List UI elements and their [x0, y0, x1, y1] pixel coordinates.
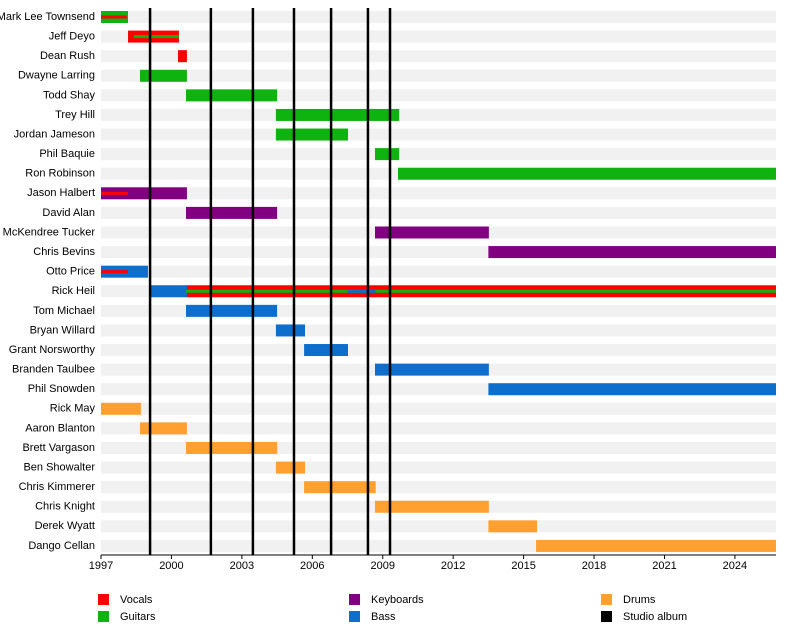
row-band — [101, 50, 776, 63]
row-band — [101, 265, 776, 278]
member-label: Dean Rush — [40, 50, 95, 62]
legend-swatch — [98, 594, 109, 605]
member-stripe — [101, 15, 127, 19]
x-tick-label: 2024 — [723, 560, 747, 572]
member-label: Otto Price — [46, 266, 95, 278]
member-label: Trey Hill — [55, 109, 95, 121]
legend-label: Keyboards — [371, 594, 424, 606]
member-label: Chris Knight — [35, 501, 95, 513]
member-label: Brett Vargason — [22, 442, 95, 454]
legend-label: Vocals — [120, 594, 153, 606]
member-label: Branden Taulbee — [12, 364, 95, 376]
row-band — [101, 422, 776, 435]
member-label: Rick May — [50, 403, 96, 415]
member-label: Dango Cellan — [28, 540, 95, 552]
member-label: Aaron Blanton — [25, 422, 95, 434]
member-label: Phil Snowden — [28, 383, 95, 395]
row-band — [101, 69, 776, 82]
member-bar — [185, 304, 278, 317]
x-tick-label: 2000 — [159, 560, 183, 572]
member-bar — [374, 148, 400, 161]
member-bar — [488, 383, 776, 396]
member-label: Tom Michael — [33, 305, 95, 317]
member-stripe — [185, 289, 776, 293]
row-band — [101, 324, 776, 337]
row-band — [101, 187, 776, 200]
row-band — [101, 148, 776, 161]
x-tick-label: 2015 — [511, 560, 535, 572]
member-bar — [151, 285, 187, 298]
legend-label: Bass — [371, 611, 396, 623]
member-stripe — [101, 270, 128, 274]
row-band — [101, 520, 776, 533]
legend-label: Studio album — [623, 611, 687, 623]
legend-label: Drums — [623, 594, 656, 606]
legend-label: Guitars — [120, 611, 156, 623]
member-bar — [139, 422, 187, 435]
row-band — [101, 11, 776, 23]
member-label: Jeff Deyo — [49, 30, 95, 42]
member-label: Ron Robinson — [25, 168, 95, 180]
member-bar — [374, 363, 489, 376]
member-stripe — [133, 35, 179, 39]
member-label: Grant Norsworthy — [9, 344, 96, 356]
member-label: Chris Kimmerer — [19, 481, 96, 493]
legend-swatch — [349, 594, 360, 605]
legend-swatch — [349, 611, 360, 622]
member-label: Jason Halbert — [27, 187, 95, 199]
member-bar — [536, 539, 776, 552]
x-tick-label: 1997 — [89, 560, 113, 572]
x-tick-label: 2012 — [441, 560, 465, 572]
member-label: Mark Lee Townsend — [0, 11, 95, 23]
member-bar — [101, 187, 187, 200]
member-label: Rick Heil — [52, 285, 95, 297]
member-label: Ben Showalter — [23, 461, 95, 473]
member-bar — [488, 520, 537, 533]
member-label: Dwayne Larring — [18, 70, 95, 82]
x-tick-label: 2009 — [370, 560, 394, 572]
member-bar — [304, 344, 348, 357]
x-tick-label: 2018 — [582, 560, 606, 572]
member-bar — [275, 461, 306, 474]
member-label: Chris Bevins — [33, 246, 95, 258]
member-label: Bryan Willard — [30, 324, 95, 336]
member-label: Todd Shay — [43, 89, 95, 101]
legend-swatch — [601, 594, 612, 605]
member-bar — [139, 69, 187, 82]
member-bar — [185, 89, 278, 102]
member-stripe — [347, 289, 376, 293]
row-band — [101, 128, 776, 141]
member-bar — [275, 128, 348, 141]
member-bar — [374, 226, 489, 239]
x-tick-label: 2006 — [300, 560, 324, 572]
x-tick-label: 2021 — [652, 560, 676, 572]
row-band — [101, 481, 776, 494]
member-bar — [185, 206, 278, 219]
member-stripe — [101, 191, 128, 195]
row-band — [101, 461, 776, 474]
member-bar — [185, 441, 278, 454]
legend-swatch — [98, 611, 109, 622]
row-band — [101, 30, 776, 43]
member-bar — [374, 500, 489, 513]
member-bar — [488, 246, 776, 259]
member-label: Derek Wyatt — [35, 520, 95, 532]
row-band — [101, 402, 776, 415]
member-label: David Alan — [42, 207, 95, 219]
row-band — [101, 344, 776, 357]
member-label: Jordan Jameson — [14, 128, 95, 140]
x-tick-label: 2003 — [230, 560, 254, 572]
member-bar — [304, 481, 376, 494]
member-bar — [275, 324, 306, 337]
member-label: McKendree Tucker — [3, 226, 96, 238]
member-label: Phil Baquie — [39, 148, 95, 160]
member-bar — [178, 50, 187, 63]
member-bar — [398, 167, 776, 180]
row-band — [101, 108, 776, 121]
member-bar — [101, 402, 141, 415]
legend-swatch — [601, 611, 612, 622]
